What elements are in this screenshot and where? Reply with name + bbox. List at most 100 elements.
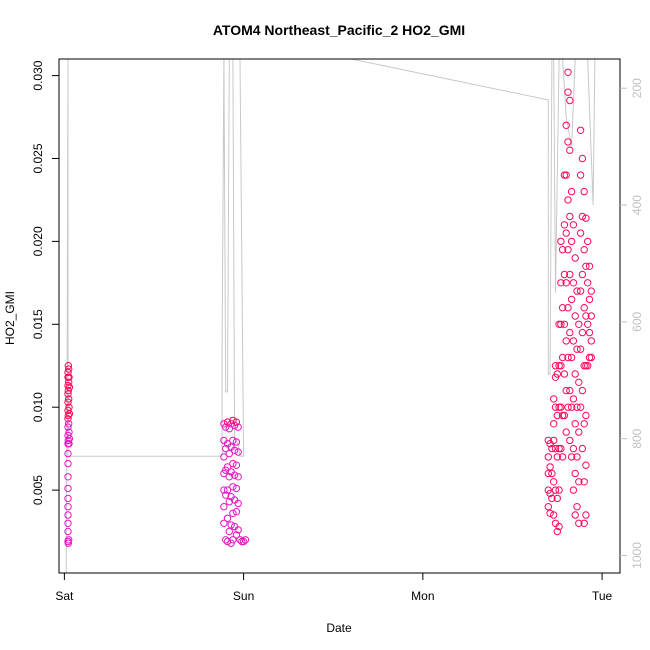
data-point xyxy=(566,270,574,279)
data-point xyxy=(234,499,242,508)
data-point xyxy=(571,370,579,378)
x-tick-label: Mon xyxy=(411,589,434,603)
data-point xyxy=(558,353,567,362)
data-point xyxy=(564,403,572,411)
data-point xyxy=(232,461,241,469)
data-point xyxy=(575,478,583,486)
data-point xyxy=(578,328,587,337)
data-point xyxy=(569,279,578,287)
data-point xyxy=(220,519,228,527)
data-point xyxy=(64,398,72,406)
data-point xyxy=(573,287,581,295)
x-tick-label: Sun xyxy=(233,589,254,603)
data-point xyxy=(234,423,242,431)
data-point xyxy=(564,68,572,77)
data-point xyxy=(64,484,72,493)
data-point xyxy=(229,509,237,517)
data-point xyxy=(64,519,72,527)
data-point xyxy=(64,449,72,458)
data-point xyxy=(65,435,74,443)
secondary-line-layer xyxy=(65,58,599,574)
data-point xyxy=(566,328,574,337)
data-point xyxy=(584,279,592,287)
data-point xyxy=(65,536,73,544)
data-point xyxy=(578,444,587,453)
data-point xyxy=(65,365,73,373)
data-point xyxy=(582,312,590,320)
data-point xyxy=(582,262,590,270)
data-point xyxy=(234,526,242,534)
data-point xyxy=(573,453,581,461)
data-point xyxy=(64,511,72,519)
data-point xyxy=(234,473,242,481)
data-point xyxy=(566,386,574,395)
data-point xyxy=(571,254,579,262)
data-point xyxy=(65,378,73,386)
data-point xyxy=(551,444,560,453)
data-point xyxy=(230,471,239,479)
data-point xyxy=(222,444,230,453)
data-point xyxy=(64,431,72,440)
data-point xyxy=(571,312,579,320)
data-point xyxy=(64,406,72,415)
data-point xyxy=(576,229,585,237)
data-point xyxy=(562,121,570,130)
data-point xyxy=(232,418,241,426)
chart-title: ATOM4 Northeast_Pacific_2 HO2_GMI xyxy=(213,22,465,38)
data-point xyxy=(229,459,237,468)
data-point xyxy=(225,473,234,481)
points-layer xyxy=(64,68,595,547)
y-tick-label: 0.025 xyxy=(31,143,45,173)
data-point xyxy=(564,138,572,146)
data-point xyxy=(64,386,73,395)
y-tick-label: 0.020 xyxy=(31,226,45,256)
data-point xyxy=(587,337,595,345)
data-point xyxy=(564,353,572,362)
data-point xyxy=(576,126,585,135)
data-point xyxy=(560,411,569,420)
data-point xyxy=(567,403,576,411)
data-point xyxy=(223,463,232,471)
data-point xyxy=(573,345,581,353)
data-point xyxy=(575,428,583,436)
data-point xyxy=(555,522,563,531)
data-point xyxy=(550,436,558,445)
data-point xyxy=(225,449,234,458)
data-point xyxy=(220,486,228,494)
data-point xyxy=(569,221,578,229)
y-axis-label: HO2_GMI xyxy=(3,291,17,345)
data-point xyxy=(557,320,565,328)
data-point xyxy=(64,411,73,420)
data-point xyxy=(562,337,570,345)
data-point xyxy=(560,370,569,378)
data-point xyxy=(576,171,585,179)
data-point xyxy=(564,196,572,204)
data-point xyxy=(544,469,552,478)
data-point xyxy=(576,345,585,353)
data-point xyxy=(566,212,574,221)
secondary-series-line xyxy=(65,58,599,574)
data-point xyxy=(230,446,239,454)
data-point xyxy=(546,509,554,517)
data-point xyxy=(64,539,73,547)
data-point xyxy=(239,537,248,546)
y2-tick-label: 400 xyxy=(630,195,644,215)
data-point xyxy=(567,187,576,196)
data-point xyxy=(546,463,554,471)
data-point xyxy=(580,304,588,312)
x-axis: Sat Sun Mon Tue xyxy=(55,573,613,603)
data-point xyxy=(560,270,569,279)
data-point xyxy=(234,448,242,456)
y-tick-label: 0.005 xyxy=(31,475,45,505)
data-point xyxy=(550,478,558,486)
data-point xyxy=(562,229,570,237)
data-point xyxy=(65,373,73,381)
data-point xyxy=(569,486,578,494)
data-point xyxy=(229,536,237,544)
data-point xyxy=(560,221,569,229)
data-point xyxy=(580,187,588,196)
data-point xyxy=(64,473,72,481)
data-point xyxy=(548,494,556,503)
data-point xyxy=(220,503,228,511)
